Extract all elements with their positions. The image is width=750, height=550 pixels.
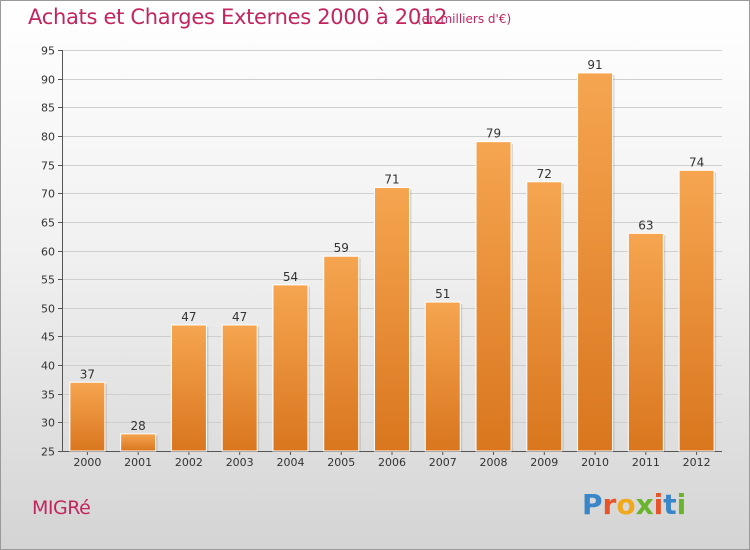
value-label: 59 bbox=[334, 241, 349, 255]
x-tick-label: 2001 bbox=[124, 456, 152, 469]
value-label: 28 bbox=[131, 419, 146, 433]
logo-letter: i bbox=[653, 488, 664, 521]
logo-letter: x bbox=[635, 488, 654, 521]
y-tick-label: 35 bbox=[41, 389, 55, 402]
logo-letter: o bbox=[616, 488, 636, 521]
value-label: 63 bbox=[638, 218, 653, 232]
value-label: 79 bbox=[486, 127, 501, 141]
bar-2007 bbox=[424, 301, 461, 452]
value-label: 51 bbox=[435, 287, 450, 301]
y-tick-label: 50 bbox=[41, 303, 55, 316]
x-tick-label: 2008 bbox=[480, 456, 508, 469]
bar-2003 bbox=[221, 324, 258, 452]
bar-2010 bbox=[577, 72, 614, 452]
x-tick-label: 2012 bbox=[683, 456, 711, 469]
x-tick-label: 2009 bbox=[530, 456, 558, 469]
y-tick-label: 55 bbox=[41, 274, 55, 287]
bar-2011 bbox=[627, 232, 664, 452]
x-tick-label: 2000 bbox=[73, 456, 101, 469]
y-tick-label: 60 bbox=[41, 246, 55, 259]
y-tick-label: 75 bbox=[41, 160, 55, 173]
y-tick-label: 85 bbox=[41, 102, 55, 115]
value-label: 71 bbox=[384, 172, 399, 186]
y-tick-label: 90 bbox=[41, 74, 55, 87]
x-tick-label: 2004 bbox=[276, 456, 304, 469]
bar-2005 bbox=[323, 255, 360, 452]
y-tick-label: 80 bbox=[41, 131, 55, 144]
x-tick-label: 2002 bbox=[175, 456, 203, 469]
value-label: 47 bbox=[181, 310, 196, 324]
y-tick-label: 40 bbox=[41, 360, 55, 373]
bar-2004 bbox=[272, 284, 309, 452]
chart-subtitle: (en milliers d'€) bbox=[417, 12, 512, 26]
value-label: 74 bbox=[689, 155, 704, 169]
y-tick-label: 95 bbox=[41, 45, 55, 58]
logo-letter: P bbox=[582, 488, 603, 521]
x-tick-label: 2011 bbox=[632, 456, 660, 469]
value-label: 72 bbox=[537, 167, 552, 181]
y-tick-label: 65 bbox=[41, 217, 55, 230]
x-tick-label: 2006 bbox=[378, 456, 406, 469]
chart-title: Achats et Charges Externes 2000 à 2012 bbox=[28, 5, 448, 29]
x-tick-label: 2003 bbox=[226, 456, 254, 469]
y-tick-label: 30 bbox=[41, 417, 55, 430]
labels: 25 30 35 40 45 50 55 60 65 70 75 80 85 90 95 37 2000 28 20… bbox=[41, 45, 711, 470]
bar-2006 bbox=[374, 186, 410, 452]
bar-2012 bbox=[678, 169, 715, 452]
bar-2000 bbox=[69, 381, 106, 452]
proxiti-logo: Proxiti bbox=[582, 488, 686, 521]
x-tick-label: 2005 bbox=[327, 456, 355, 469]
value-label: 91 bbox=[587, 58, 602, 72]
logo-letter: r bbox=[602, 488, 617, 521]
y-tick-label: 25 bbox=[41, 446, 55, 459]
bar-2009 bbox=[526, 181, 563, 452]
bar-2001 bbox=[120, 433, 157, 452]
value-label: 47 bbox=[232, 310, 247, 324]
logo-letter: i bbox=[676, 488, 687, 521]
x-tick-label: 2010 bbox=[581, 456, 609, 469]
logo-letter: t bbox=[663, 488, 677, 521]
y-tick-label: 45 bbox=[41, 331, 55, 344]
bar-2002 bbox=[170, 324, 207, 452]
x-tick-label: 2007 bbox=[429, 456, 457, 469]
bar-2008 bbox=[475, 141, 512, 452]
y-tick-label: 70 bbox=[41, 188, 55, 201]
value-label: 37 bbox=[80, 367, 95, 381]
bars bbox=[69, 72, 717, 452]
value-label: 54 bbox=[283, 270, 298, 284]
commune-name: MIGRé bbox=[32, 497, 91, 519]
